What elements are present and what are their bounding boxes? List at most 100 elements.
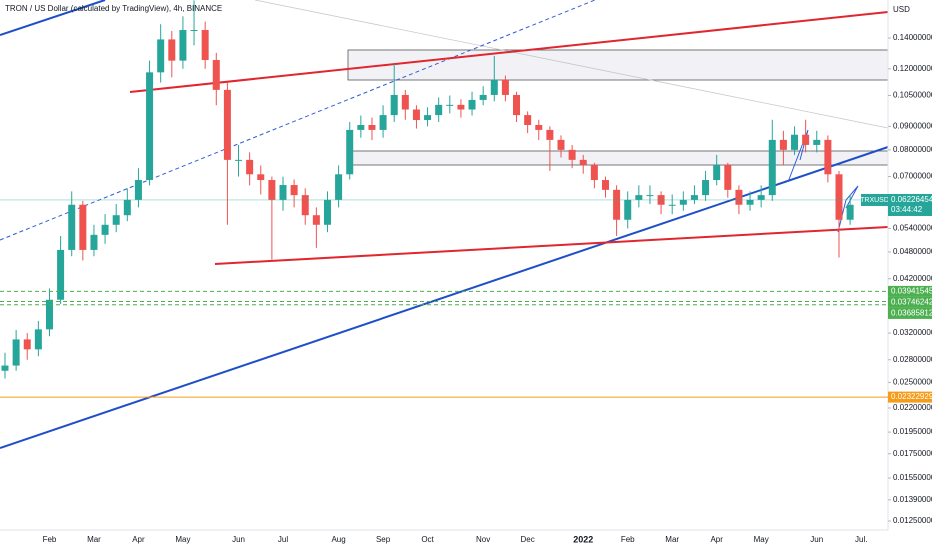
chart-title: TRON / US Dollar (calculated by TradingV… <box>5 4 222 13</box>
pattern-drawing <box>787 129 809 183</box>
x-tick-label: Aug <box>331 535 345 544</box>
candle-body <box>112 215 120 225</box>
candle-body <box>668 204 676 206</box>
y-tick-label: 0.14000000 <box>893 33 932 42</box>
candle-body <box>524 115 532 125</box>
candle-body <box>646 195 654 197</box>
candle-body <box>557 139 565 150</box>
candle-body <box>146 72 154 181</box>
zone-box <box>347 150 889 166</box>
candle-body <box>1 365 9 371</box>
last-price-label: 0.06226454 <box>891 195 932 204</box>
candle-body <box>835 174 843 220</box>
candle-body <box>401 94 409 110</box>
candle-body <box>201 30 209 61</box>
x-tick-label: 2022 <box>573 534 593 544</box>
candle-body <box>379 115 387 130</box>
candle-body <box>157 39 165 73</box>
candle-body <box>190 30 198 32</box>
x-tick-label: Apr <box>710 535 723 544</box>
candle-body <box>802 134 810 145</box>
candle-body <box>690 195 698 200</box>
candle-body <box>79 204 87 250</box>
candle-body <box>424 115 432 120</box>
y-tick-label: 0.01550000 <box>893 473 932 482</box>
last-price-tag <box>888 193 932 216</box>
candle-body <box>212 60 220 90</box>
candle-body <box>279 185 287 200</box>
y-tick-label: 0.04200000 <box>893 274 932 283</box>
candle-body <box>168 39 176 61</box>
candle-body <box>590 164 598 181</box>
y-tick-label: 0.01390000 <box>893 495 932 504</box>
x-tick-label: Sep <box>376 535 391 544</box>
candle-body <box>446 104 454 106</box>
x-tick-label: Jun <box>810 535 823 544</box>
candle-body <box>791 134 799 150</box>
candle-body <box>412 109 420 120</box>
candle-body <box>624 199 632 220</box>
price-level-label: 0.03941545 <box>891 287 932 296</box>
candle-body <box>123 199 131 216</box>
trend-line <box>129 11 889 93</box>
symbol-label: TRXUSD <box>860 197 889 204</box>
candle-body <box>513 94 521 116</box>
y-tick-label: 0.04800000 <box>893 247 932 256</box>
price-level-label: 0.02322929 <box>891 392 932 401</box>
candle-body <box>179 30 187 61</box>
candle-body <box>779 139 787 150</box>
candle-body <box>45 299 53 330</box>
zone-box <box>347 49 889 81</box>
candle-body <box>246 159 254 175</box>
candle-body <box>457 104 465 110</box>
candle-body <box>746 199 754 205</box>
price-level-tag <box>888 296 932 308</box>
drawings <box>0 0 889 449</box>
x-tick-label: May <box>175 535 190 544</box>
candle-body <box>68 204 76 250</box>
x-tick-label: Jun <box>232 535 245 544</box>
y-tick-label: 0.07000000 <box>893 172 932 181</box>
x-tick-label: Jul <box>278 535 288 544</box>
candle-body <box>368 124 376 130</box>
candle-body <box>490 79 498 95</box>
x-tick-label: Mar <box>665 535 679 544</box>
candle-body <box>635 195 643 200</box>
y-tick-label: 0.01750000 <box>893 449 932 458</box>
candle-body <box>312 215 320 225</box>
candle-body <box>679 199 687 205</box>
price-level-tag <box>888 285 932 297</box>
x-tick-label: Oct <box>421 535 434 544</box>
candle-body <box>613 189 621 220</box>
price-level-label: 0.03685812 <box>891 309 932 318</box>
price-level-label: 0.03746242 <box>891 298 932 307</box>
candle-body <box>468 99 476 110</box>
x-tick-label: Jul. <box>855 535 867 544</box>
x-tick-label: Feb <box>43 535 57 544</box>
candle-body <box>335 174 343 200</box>
candle-body <box>601 180 609 190</box>
candle-body <box>323 199 331 225</box>
candle-body <box>346 129 354 175</box>
candle-body <box>535 124 543 130</box>
candle-body <box>301 195 309 216</box>
y-tick-label: 0.08000000 <box>893 145 932 154</box>
y-tick-label: 0.02800000 <box>893 355 932 364</box>
candle-body <box>268 180 276 200</box>
candle-body <box>235 159 243 161</box>
x-tick-label: Apr <box>132 535 145 544</box>
candle-body <box>101 224 109 235</box>
y-tick-label: 0.12000000 <box>893 64 932 73</box>
candle-body <box>813 139 821 145</box>
trend-line <box>214 226 889 265</box>
price-level-tag <box>888 391 932 403</box>
candle-body <box>846 204 854 220</box>
candle-body <box>390 94 398 116</box>
candle-body <box>479 94 487 100</box>
candle-body <box>501 79 509 95</box>
y-tick-label: 0.05400000 <box>893 224 932 233</box>
candle-body <box>23 339 31 350</box>
candle-body <box>134 180 142 200</box>
candle-body <box>34 329 42 350</box>
